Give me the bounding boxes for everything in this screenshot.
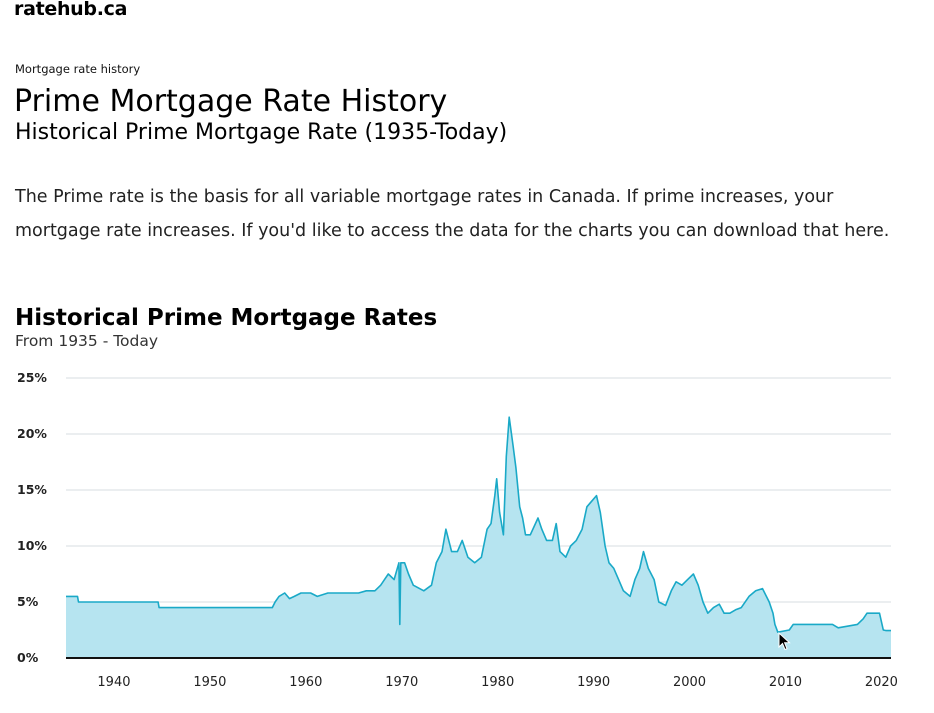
x-tick-label: 1990 <box>577 675 610 690</box>
page-title: Prime Mortgage Rate History <box>14 84 448 119</box>
x-tick-label: 1950 <box>193 675 226 690</box>
x-tick-label: 1960 <box>289 675 322 690</box>
series-line[interactable] <box>66 416 891 633</box>
x-tick-label: 1980 <box>481 675 514 690</box>
chart-subtitle: From 1935 - Today <box>15 332 159 350</box>
y-tick-label: 25% <box>17 370 47 385</box>
intro-paragraph: The Prime rate is the basis for all vari… <box>15 187 890 241</box>
y-axis-ticks: 0% 5% 10% 15% 20% 25% <box>17 370 47 665</box>
y-tick-label: 10% <box>17 538 47 553</box>
y-tick-label: 15% <box>17 482 47 497</box>
x-tick-label: 1970 <box>385 675 418 690</box>
x-axis-ticks: 1940 1950 1960 1970 1980 1990 2000 2010 2020 <box>97 675 898 690</box>
y-tick-label: 0% <box>17 650 39 665</box>
x-tick-label: 1940 <box>97 675 130 690</box>
ratehub-logo[interactable]: ratehub.ca <box>14 0 128 20</box>
x-tick-label: 2010 <box>769 675 802 690</box>
chart-title: Historical Prime Mortgage Rates <box>15 305 438 331</box>
x-tick-label: 2020 <box>865 675 898 690</box>
prime-rate-chart[interactable]: 0% 5% 10% 15% 20% 25% 1940 1950 1960 1970 1980 199… <box>0 360 934 713</box>
page-eyebrow: Mortgage rate history <box>15 62 141 76</box>
area-layer <box>66 416 891 659</box>
series-area-fill <box>66 417 891 658</box>
page-subtitle: Historical Prime Mortgage Rate (1935-Tod… <box>15 120 508 145</box>
y-tick-label: 5% <box>17 594 39 609</box>
x-tick-label: 2000 <box>673 675 706 690</box>
y-tick-label: 20% <box>17 426 47 441</box>
mouse-cursor-icon <box>778 632 791 651</box>
